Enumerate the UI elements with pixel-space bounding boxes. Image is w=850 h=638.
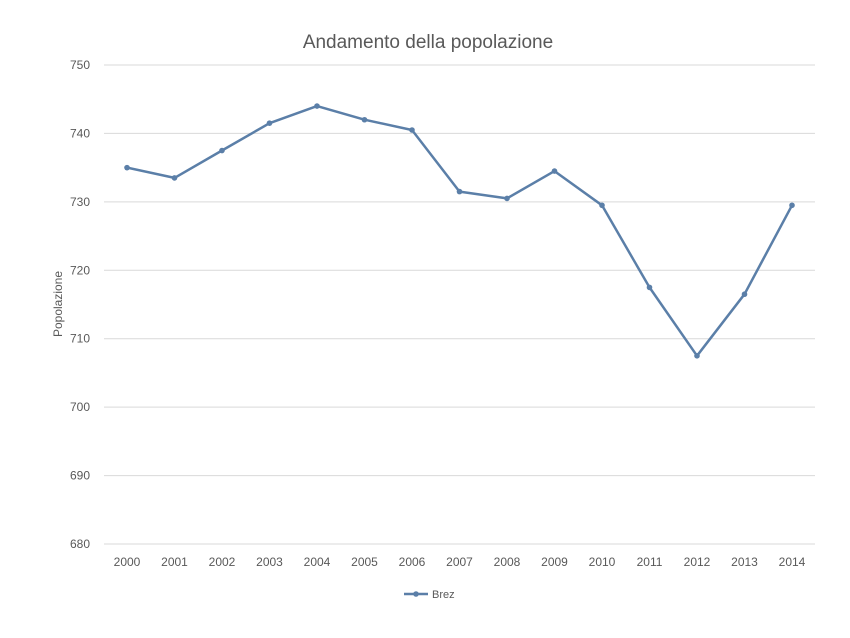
x-tick-label: 2006 (399, 555, 426, 569)
data-point (789, 202, 795, 209)
x-tick-label: 2005 (351, 555, 378, 569)
data-point (504, 195, 510, 202)
data-point (124, 164, 130, 171)
x-tick-label: 2011 (637, 555, 663, 569)
legend-marker-swatch (413, 591, 419, 597)
chart-title: Andamento della popolazione (303, 32, 553, 53)
series-line-brez (125, 104, 794, 358)
x-tick-label: 2009 (541, 555, 568, 569)
data-point (314, 103, 320, 109)
x-tick-label: 2000 (114, 555, 141, 569)
x-tick-label: 2012 (684, 555, 711, 569)
data-point (646, 284, 653, 291)
legend: Brez (404, 589, 455, 601)
x-axis-ticks: 2000 2001 2002 2003 2004 2005 2006 2007 2008 2009… (114, 555, 806, 569)
y-tick-label: 680 (70, 537, 90, 551)
y-tick-label: 740 (70, 126, 90, 140)
series-layer (124, 103, 795, 359)
x-tick-label: 2007 (446, 555, 473, 569)
data-point (171, 175, 178, 181)
x-tick-label: 2008 (494, 555, 521, 569)
data-point (599, 202, 605, 209)
data-point (551, 168, 558, 174)
x-tick-label: 2010 (589, 555, 616, 569)
x-tick-label: 2004 (304, 555, 331, 569)
y-tick-label: 700 (70, 400, 90, 414)
data-point (741, 291, 748, 298)
data-point (456, 188, 463, 195)
data-point (361, 116, 368, 123)
x-tick-label: 2014 (779, 555, 806, 569)
y-axis-ticks: 680 690 700 710 720 730 740 750 (70, 58, 90, 551)
y-tick-label: 720 (70, 263, 90, 277)
data-point (219, 147, 225, 154)
x-tick-label: 2013 (731, 555, 758, 569)
y-tick-label: 690 (70, 469, 90, 483)
x-tick-label: 2002 (209, 555, 236, 569)
y-tick-label: 710 (70, 332, 90, 346)
data-point (266, 120, 273, 126)
data-point (409, 127, 415, 133)
y-tick-label: 730 (70, 195, 90, 209)
y-axis-label: Popolazione (51, 271, 65, 337)
gridlines (104, 64, 815, 545)
x-tick-label: 2003 (256, 555, 283, 569)
x-tick-label: 2001 (161, 555, 188, 569)
y-tick-label: 750 (70, 58, 90, 72)
data-point (694, 353, 700, 359)
legend-label: Brez (432, 589, 455, 601)
